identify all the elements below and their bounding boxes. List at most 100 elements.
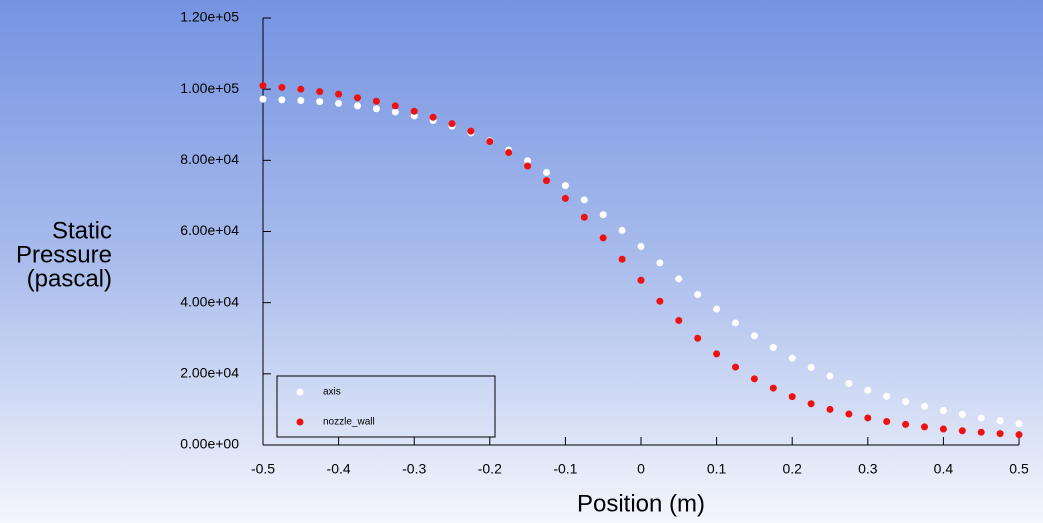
legend-marker: [296, 388, 304, 396]
data-point: [921, 423, 928, 431]
data-point: [297, 97, 305, 105]
data-point: [391, 108, 399, 116]
data-point: [788, 393, 796, 401]
data-point: [807, 363, 815, 371]
data-point: [845, 379, 853, 387]
data-point: [977, 414, 985, 422]
data-point: [580, 196, 588, 204]
data-point: [769, 344, 777, 352]
data-point: [732, 363, 739, 371]
data-point: [939, 406, 947, 414]
x-tick-label: -0.1: [553, 461, 577, 477]
data-point: [845, 410, 853, 418]
data-point: [656, 259, 664, 267]
legend-label: axis: [323, 387, 341, 398]
data-point: [996, 417, 1004, 425]
data-point: [354, 94, 361, 102]
data-point: [543, 177, 550, 185]
data-point: [580, 213, 588, 221]
data-point: [259, 95, 267, 103]
data-point: [524, 157, 532, 165]
legend-label: nozzle_wall: [323, 417, 375, 428]
data-point: [524, 162, 532, 170]
data-point: [864, 386, 872, 394]
data-point: [278, 83, 286, 91]
x-tick-label: 0.3: [858, 461, 878, 477]
data-point: [750, 375, 758, 383]
x-tick-label: 0.2: [782, 461, 802, 477]
data-point: [372, 97, 380, 105]
data-point: [713, 350, 721, 358]
x-tick-label: -0.4: [327, 461, 351, 477]
data-point: [883, 392, 891, 400]
data-point: [599, 211, 607, 219]
data-point: [448, 120, 456, 128]
data-point: [391, 102, 399, 110]
data-point: [410, 107, 418, 115]
data-point: [732, 319, 739, 327]
y-tick-label: 4.00e+04: [180, 293, 239, 309]
data-point: [902, 398, 910, 406]
data-point: [599, 234, 607, 242]
y-axis-label: Static: [52, 217, 112, 244]
y-tick-label: 8.00e+04: [180, 151, 239, 167]
data-point: [354, 102, 361, 110]
data-point: [694, 290, 702, 298]
data-point: [618, 226, 626, 234]
data-point: [316, 88, 324, 96]
data-point: [996, 430, 1004, 438]
x-axis-label: Position (m): [577, 490, 705, 517]
data-point: [637, 276, 645, 284]
y-axis-label: (pascal): [27, 265, 112, 292]
data-point: [958, 427, 966, 435]
data-point: [637, 242, 645, 250]
legend-marker: [296, 418, 304, 426]
data-point: [278, 96, 286, 104]
data-point: [486, 137, 494, 145]
data-point: [807, 400, 815, 408]
data-point: [788, 354, 796, 362]
data-point: [656, 297, 664, 305]
data-point: [429, 113, 437, 121]
y-tick-label: 1.20e+05: [180, 9, 239, 25]
data-point: [618, 255, 626, 263]
data-point: [826, 405, 834, 413]
data-point: [316, 98, 324, 106]
y-axis-label: Pressure: [16, 241, 112, 268]
data-point: [505, 149, 513, 157]
data-point: [750, 332, 758, 340]
x-tick-label: 0: [637, 461, 645, 477]
data-point: [1015, 420, 1023, 428]
data-point: [335, 90, 343, 98]
data-point: [883, 418, 891, 426]
data-point: [675, 316, 683, 324]
data-point: [561, 194, 569, 202]
data-point: [864, 414, 872, 422]
x-tick-label: 0.4: [934, 461, 954, 477]
data-point: [921, 402, 928, 410]
data-point: [561, 182, 569, 190]
data-point: [769, 384, 777, 392]
data-point: [713, 305, 721, 313]
data-point: [335, 99, 343, 107]
x-tick-label: -0.3: [402, 461, 426, 477]
data-point: [939, 425, 947, 433]
data-point: [372, 105, 380, 113]
x-tick-label: 0.5: [1009, 461, 1029, 477]
data-point: [977, 428, 985, 436]
y-tick-label: 1.00e+05: [180, 80, 239, 96]
data-point: [902, 420, 910, 428]
y-tick-label: 6.00e+04: [180, 222, 239, 238]
x-tick-label: 0.1: [707, 461, 727, 477]
data-point: [694, 334, 702, 342]
y-tick-label: 2.00e+04: [180, 365, 239, 381]
data-point: [543, 168, 550, 176]
data-point: [826, 372, 834, 380]
data-point: [675, 275, 683, 283]
x-tick-label: -0.2: [478, 461, 502, 477]
x-tick-label: -0.5: [251, 461, 275, 477]
data-point: [297, 85, 305, 93]
data-point: [259, 82, 267, 90]
